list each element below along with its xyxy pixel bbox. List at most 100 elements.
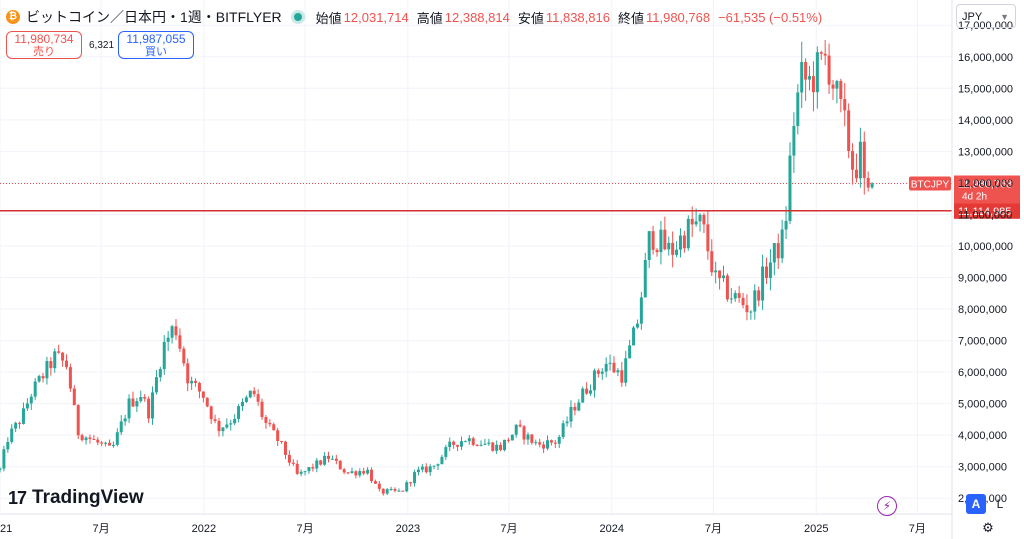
candle-body — [749, 311, 753, 313]
candle-body — [819, 52, 823, 54]
candle-body — [213, 419, 217, 421]
candle-body — [784, 220, 788, 230]
sell-button[interactable]: 11,980,734 売り — [6, 31, 82, 59]
candle-body — [287, 454, 291, 463]
candle-body — [131, 398, 135, 407]
candle-body — [514, 424, 518, 435]
candle-body — [800, 61, 804, 93]
candle-body — [135, 401, 139, 407]
x-axis: 2021 7月 2022 7月 2023 7月 2024 7月 2025 7月 — [0, 513, 952, 535]
candle-body — [506, 439, 510, 441]
candle-body — [604, 363, 608, 372]
candle-body — [291, 462, 295, 464]
change-value: −61,535 (−0.51%) — [718, 9, 823, 25]
x-tick-label: 2021 — [0, 523, 12, 535]
candle-body — [366, 469, 370, 474]
symbol-tag — [909, 176, 951, 191]
candle-body — [424, 466, 428, 473]
lightning-icon[interactable]: ⚡ — [877, 496, 897, 516]
y-tick-label: 15,000,000 — [958, 83, 1013, 95]
candle-body — [479, 444, 483, 446]
spread-value: 6,321 — [89, 40, 115, 51]
auto-scale-button[interactable]: A — [966, 494, 986, 514]
tradingview-logo[interactable]: 17 TradingView — [8, 487, 144, 509]
candle-body — [643, 259, 647, 298]
candle-body — [64, 360, 68, 368]
candle-body — [68, 367, 72, 389]
candle-body — [510, 434, 514, 441]
candle-body — [737, 293, 741, 298]
log-scale-button[interactable]: L — [996, 497, 1004, 511]
y-tick-label: 8,000,000 — [958, 304, 1007, 316]
candle-body — [29, 396, 33, 404]
settings-gear-icon[interactable]: ⚙ — [982, 520, 994, 535]
currency-select[interactable]: JPY ▼ — [956, 4, 1016, 28]
candle-body — [534, 442, 538, 444]
legend-header: ₿ ビットコイン／日本円・1週・BITFLYER 始値 12,031,714 高値… — [6, 7, 830, 27]
candle-body — [862, 141, 866, 178]
candle-body — [14, 422, 18, 429]
x-tick-label: 7月 — [296, 523, 313, 535]
candle-body — [100, 442, 104, 444]
candle-body — [147, 398, 151, 419]
symbol-title[interactable]: ビットコイン／日本円・1週・BITFLYER — [26, 9, 282, 25]
candle-body — [205, 397, 209, 407]
candle-body — [667, 242, 671, 250]
horizontal-line-tag — [954, 202, 1020, 219]
candle-body — [741, 297, 745, 306]
candle-body — [647, 231, 651, 260]
candle-body — [561, 423, 565, 438]
buy-price: 11,987,055 — [126, 32, 186, 46]
candle-body — [174, 326, 178, 336]
x-tick-label: 2022 — [192, 523, 216, 535]
candle-body — [557, 437, 561, 444]
candle-body — [330, 458, 334, 460]
candle-body — [448, 441, 452, 448]
x-tick-label: 7月 — [500, 523, 517, 535]
candle-body — [827, 55, 831, 85]
candles — [0, 39, 874, 496]
candle-body — [264, 417, 268, 423]
countdown-label: 4d 2h — [962, 192, 987, 203]
candle-body — [440, 456, 444, 465]
candle-body — [432, 465, 436, 467]
candle-body — [475, 444, 479, 446]
candle-body — [225, 424, 229, 428]
buy-button[interactable]: 11,987,055 買い — [118, 31, 194, 59]
candle-body — [718, 270, 722, 279]
candle-body — [370, 469, 374, 482]
candle-body — [659, 229, 663, 253]
candle-body — [41, 376, 45, 379]
candle-body — [381, 488, 385, 494]
candle-body — [839, 81, 843, 99]
candle-body — [88, 437, 92, 439]
candle-body — [538, 442, 542, 445]
y-tick-label: 12,000,000 — [958, 178, 1013, 190]
candle-body — [307, 467, 311, 472]
candle-body — [565, 421, 569, 424]
bitcoin-icon: ₿ — [6, 10, 20, 24]
candle-body — [272, 424, 276, 431]
candle-body — [385, 489, 389, 494]
candle-body — [635, 323, 639, 328]
candle-body — [405, 482, 409, 492]
candle-body — [377, 483, 381, 489]
candle-body — [780, 229, 784, 259]
candle-body — [444, 447, 448, 457]
candle-body — [127, 398, 131, 419]
candle-body — [283, 441, 287, 455]
candle-body — [710, 251, 714, 273]
currency-value: JPY — [962, 11, 983, 23]
sell-price: 11,980,734 — [14, 32, 74, 46]
candle-body — [276, 430, 280, 442]
market-status-icon[interactable] — [293, 13, 302, 21]
close-value: 11,980,768 — [645, 9, 711, 25]
low-label: 安値 — [517, 10, 544, 26]
candle-body — [616, 370, 620, 373]
grid — [0, 0, 952, 514]
last-price-tag — [954, 175, 1020, 204]
candle-body — [522, 426, 526, 440]
candle-body — [608, 362, 612, 364]
low-value: 11,838,816 — [545, 9, 610, 25]
